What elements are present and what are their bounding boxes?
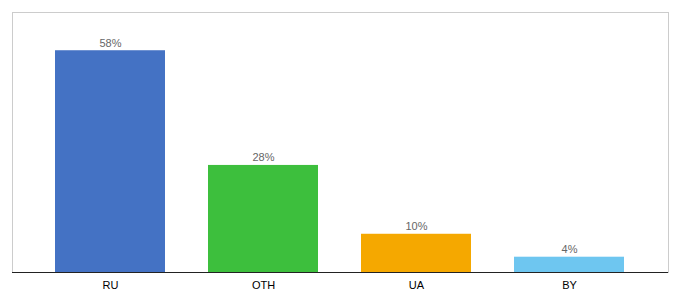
svg-text:58%: 58% <box>99 37 121 49</box>
svg-text:UA: UA <box>409 279 425 291</box>
svg-text:OTH: OTH <box>252 279 275 291</box>
svg-text:4%: 4% <box>562 243 578 255</box>
svg-text:10%: 10% <box>405 220 427 232</box>
svg-text:BY: BY <box>562 279 577 291</box>
svg-text:28%: 28% <box>252 151 274 163</box>
svg-text:RU: RU <box>103 279 119 291</box>
